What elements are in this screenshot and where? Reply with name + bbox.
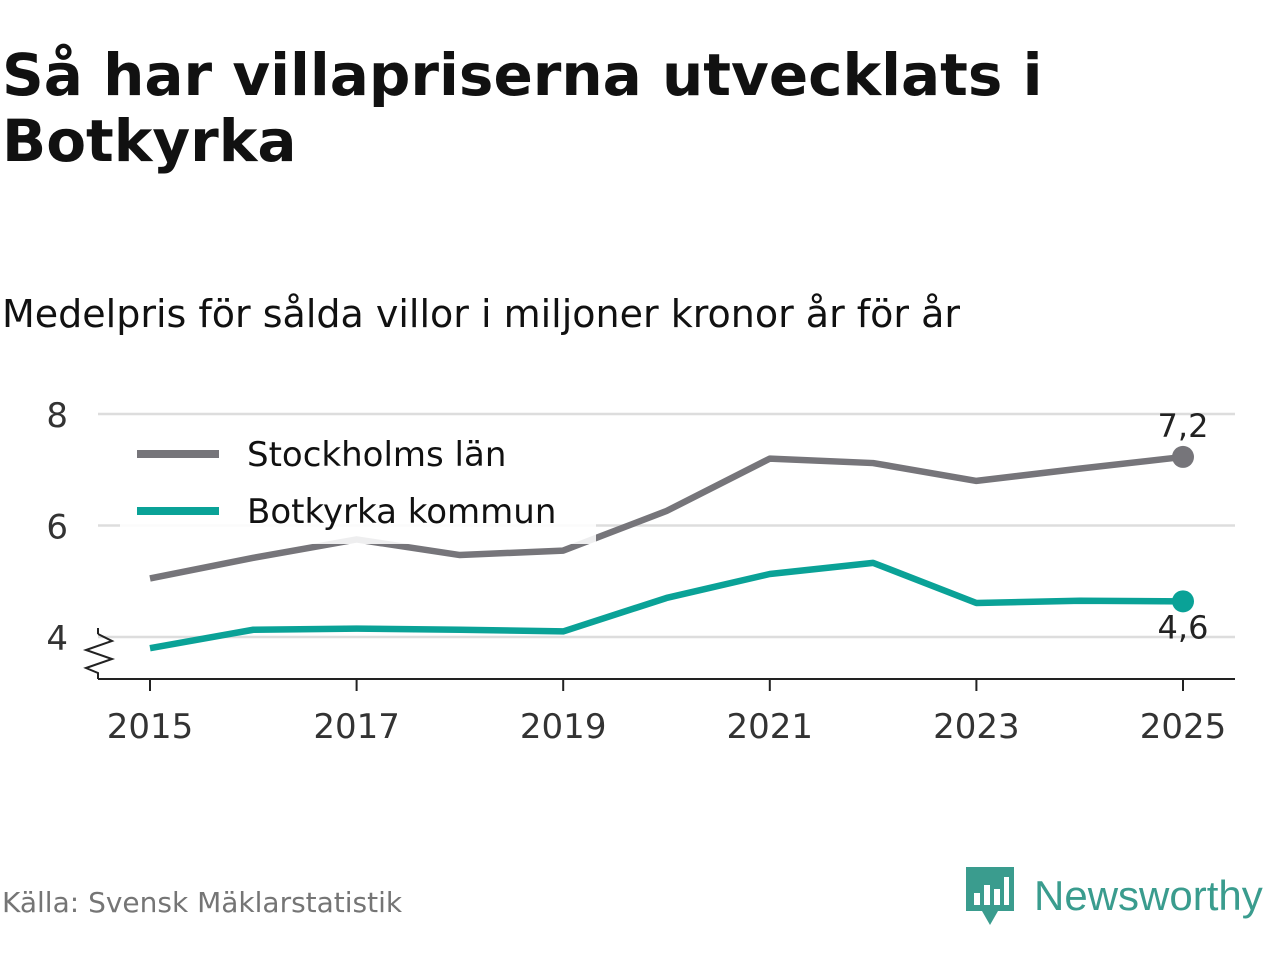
- legend: Stockholms län Botkyrka kommun: [120, 428, 596, 544]
- y-axis-ticks: 4 6 8: [46, 396, 68, 659]
- x-tick-label-2019: 2019: [520, 707, 607, 747]
- series-line-0: [149, 453, 1184, 582]
- legend-label-1: Botkyrka kommun: [247, 492, 556, 532]
- y-tick-label-6: 6: [46, 508, 68, 548]
- y-tick-label-8: 8: [46, 396, 68, 436]
- series-line-1: [149, 559, 1184, 652]
- end-point-0: [1172, 445, 1194, 468]
- end-labels: 7,2 4,6: [1158, 407, 1209, 646]
- chart-subtitle: Medelpris för sålda villor i miljoner kr…: [2, 292, 961, 336]
- x-tick-label-2017: 2017: [313, 707, 400, 747]
- x-tick-label-2021: 2021: [727, 707, 814, 747]
- legend-label-0: Stockholms län: [247, 435, 506, 475]
- brand-name: Newsworthy: [1034, 872, 1263, 919]
- line-chart: 4 6 8 2015 2017 2019 2021 2023 2025 Stockholms …: [46, 396, 1235, 747]
- end-label-1: 4,6: [1158, 608, 1209, 646]
- x-axis-ticks: 2015 2017 2019 2021 2023 2025: [107, 679, 1227, 747]
- x-tick-label-2015: 2015: [107, 707, 194, 747]
- legend-background: [120, 428, 596, 544]
- end-point-1: [1172, 590, 1194, 613]
- x-tick-label-2025: 2025: [1140, 707, 1227, 747]
- brand-logo-group: Newsworthy: [964, 864, 1263, 928]
- axes: [82, 628, 1235, 680]
- end-label-0: 7,2: [1158, 407, 1209, 445]
- chart-title: Så har villapriserna utvecklats i Botkyr…: [2, 41, 1043, 175]
- x-tick-label-2023: 2023: [933, 707, 1020, 747]
- y-axis-break-zigzag: [82, 633, 116, 679]
- source-note: Källa: Svensk Mäklarstatistik: [2, 886, 403, 919]
- newsworthy-logo-icon: [966, 867, 1014, 925]
- series-lines: [149, 453, 1184, 652]
- y-tick-label-4: 4: [46, 619, 68, 659]
